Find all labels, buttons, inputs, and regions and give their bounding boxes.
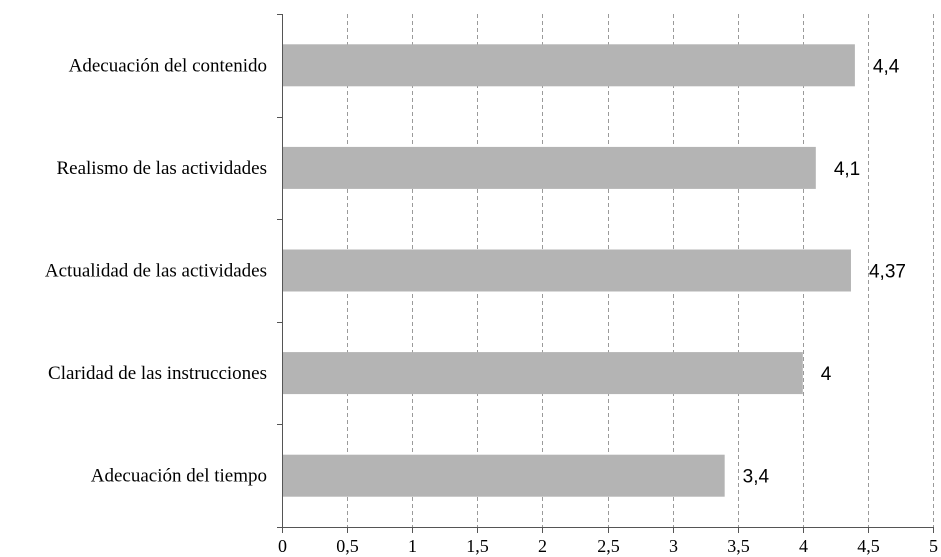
x-tick-label: 3,5	[727, 536, 750, 556]
bar	[283, 146, 816, 189]
data-label: 3,4	[743, 467, 770, 488]
category-label: Realismo de las actividades	[56, 158, 267, 179]
data-label: 4,4	[873, 56, 900, 77]
x-tick-label: 2	[538, 536, 547, 556]
x-tick-label: 1	[408, 536, 417, 556]
gridlines	[347, 14, 934, 527]
labels: 0 0,5 1 1,5 2 2,5 3 3,5 4 4,5 5 Adecuación del cont…	[45, 55, 938, 556]
bar	[283, 44, 855, 87]
category-label: Actualidad de las actividades	[45, 261, 267, 282]
bar	[283, 352, 803, 395]
x-tick-label: 0,5	[336, 536, 359, 556]
data-label: 4,1	[834, 159, 860, 180]
x-tick-label: 4	[799, 536, 808, 556]
category-label: Adecuación del contenido	[69, 55, 267, 76]
x-tick-label: 3	[669, 536, 678, 556]
data-label: 4	[821, 364, 832, 385]
bar	[283, 249, 851, 292]
axes	[277, 14, 934, 533]
category-label: Claridad de las instrucciones	[48, 363, 267, 384]
x-tick-label: 1,5	[466, 536, 489, 556]
x-tick-label: 4,5	[857, 536, 880, 556]
bar	[283, 454, 725, 497]
x-tick-label: 2,5	[597, 536, 620, 556]
category-label: Adecuación del tiempo	[91, 466, 267, 487]
x-tick-label: 0	[278, 536, 287, 556]
data-label: 4,37	[869, 262, 906, 283]
bars	[283, 44, 855, 497]
x-tick-label: 5	[929, 536, 938, 556]
